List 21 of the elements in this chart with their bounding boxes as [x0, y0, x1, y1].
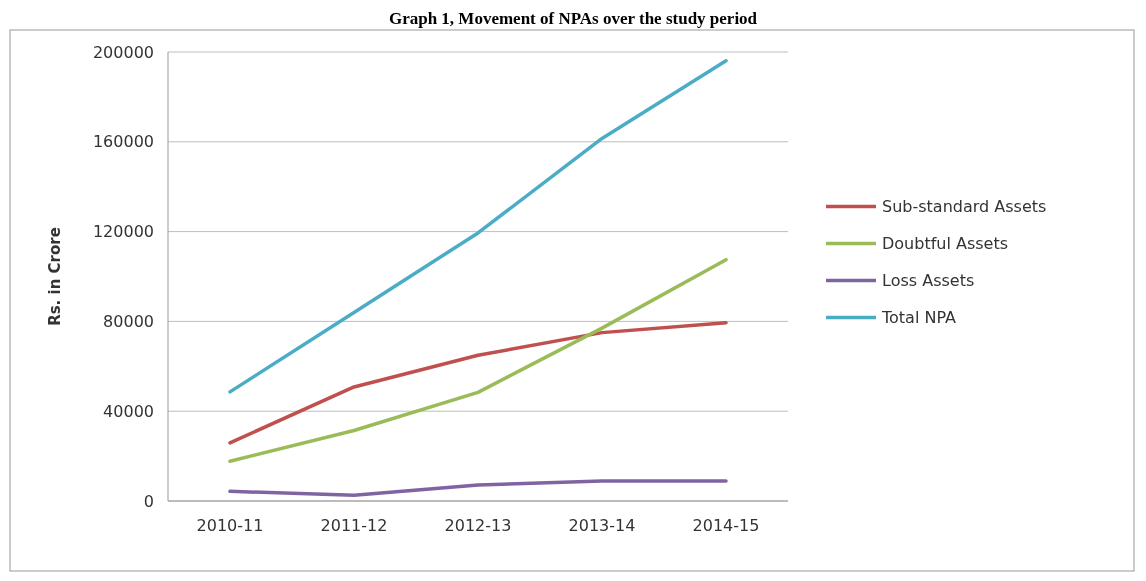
- x-tick-label: 2012-13: [444, 516, 512, 535]
- legend-label: Sub-standard Assets: [882, 197, 1047, 217]
- y-tick-label: 160000: [92, 132, 154, 152]
- legend-label: Loss Assets: [882, 271, 975, 291]
- y-tick-label: 40000: [103, 401, 154, 421]
- chart-title: Graph 1, Movement of NPAs over the study period: [388, 9, 758, 28]
- legend-label: Total NPA: [881, 308, 957, 328]
- y-tick-label: 120000: [92, 222, 154, 242]
- x-tick-label: 2010-11: [196, 516, 264, 535]
- line-series: [228, 321, 728, 445]
- line-series: [228, 59, 728, 394]
- y-tick-label: 200000: [92, 42, 154, 62]
- legend-label: Doubtful Assets: [882, 234, 1009, 254]
- line-series: [228, 479, 728, 497]
- line-series: [228, 257, 728, 464]
- x-tick-label: 2014-15: [692, 516, 760, 535]
- y-axis-title: Rs. in Crore: [46, 227, 64, 326]
- y-tick-label: 0: [143, 491, 154, 511]
- y-tick-label: 80000: [103, 312, 154, 331]
- x-tick-label: 2013-14: [568, 516, 636, 535]
- x-tick-label: 2011-12: [320, 516, 388, 535]
